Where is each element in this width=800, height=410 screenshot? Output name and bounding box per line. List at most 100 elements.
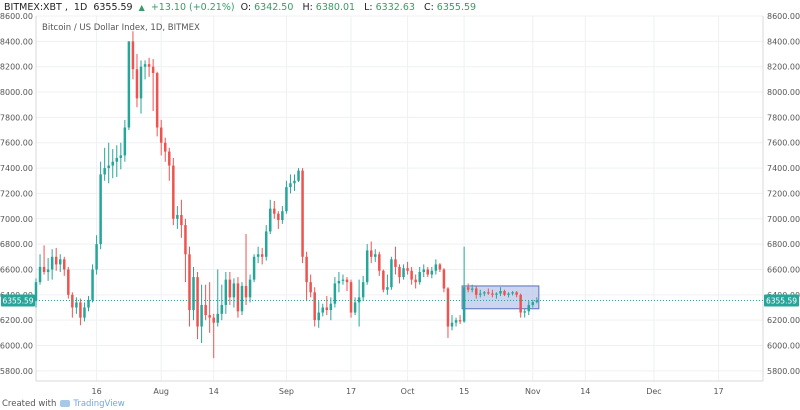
- candle-body-up: [390, 259, 393, 288]
- price-tag-left: [1, 294, 35, 307]
- y-tick-label-left: 7800.00: [0, 113, 33, 122]
- close-label: C: 6355.59: [423, 2, 477, 13]
- candle-body-up: [232, 283, 236, 298]
- candle-body-down: [491, 293, 494, 295]
- candle-body-up: [50, 256, 54, 270]
- candle-body-down: [406, 268, 409, 271]
- y-tick-label-left: 7400.00: [0, 164, 33, 173]
- candle-body-up: [281, 211, 284, 221]
- y-tick-label-right: 7200.00: [767, 189, 800, 198]
- symbol-header: BITMEX:XBT, 1D 6355.59 ▲ +13.10 (+0.21%)…: [0, 0, 800, 16]
- candle-body-down: [442, 269, 446, 289]
- candle-body-up: [119, 155, 123, 158]
- close-value: 6355.59: [436, 2, 477, 13]
- open-label: O: 6342.50: [240, 2, 294, 13]
- candle-body-up: [139, 66, 143, 99]
- y-tick-label-left: 6200.00: [0, 316, 33, 325]
- arrow-up-icon: ▲: [138, 3, 145, 12]
- candle-body-down: [184, 225, 187, 255]
- candle-body-up: [34, 282, 38, 302]
- candle-body-up: [75, 302, 78, 308]
- candle-body-down: [474, 288, 478, 295]
- candle-body-up: [127, 41, 131, 128]
- y-tick-label-left: 6600.00: [0, 265, 33, 274]
- candle-body-down: [503, 291, 506, 295]
- y-tick-label-right: 8200.00: [767, 63, 800, 72]
- y-tick-label-right: 8600.00: [767, 12, 800, 21]
- y-tick-label-right: 7600.00: [767, 139, 800, 148]
- candle-body-down: [196, 277, 199, 327]
- high-value: 6380.01: [315, 2, 356, 13]
- candle-body-down: [458, 320, 462, 322]
- candle-body-down: [414, 279, 417, 283]
- x-tick-label: 15: [459, 387, 469, 396]
- candle-body-up: [337, 280, 341, 284]
- candle-body-up: [386, 287, 389, 290]
- candle-body-down: [378, 254, 381, 271]
- y-tick-label-right: 7000.00: [767, 215, 800, 224]
- candle-body-up: [507, 293, 510, 295]
- candle-body-down: [382, 270, 385, 290]
- candle-body-up: [103, 168, 106, 175]
- candlestick-chart[interactable]: 8600.00 8600.00 8400.00 8400.00 8200.00 8200.…: [0, 0, 800, 400]
- chart-title: Bitcoin / US Dollar Index, 1D, BITMEX: [42, 23, 200, 33]
- candle-body-up: [123, 127, 127, 156]
- x-tick-label: Sep: [279, 387, 294, 396]
- x-tick-label: Nov: [525, 387, 541, 396]
- y-tick-label-right: 6000.00: [767, 342, 800, 351]
- candle-body-up: [402, 268, 405, 278]
- candle-body-down: [309, 282, 312, 293]
- candle-body-up: [357, 297, 361, 303]
- candle-body-up: [107, 165, 110, 169]
- candle-body-up: [220, 304, 224, 314]
- candle-body-up: [430, 270, 434, 275]
- tradingview-logo-icon: [60, 400, 71, 407]
- x-tick-label: 14: [209, 387, 219, 396]
- x-tick-label: 14: [580, 387, 590, 396]
- x-tick-label: 17: [713, 387, 723, 396]
- candle-body-up: [374, 254, 377, 257]
- candle-body-up: [176, 214, 179, 219]
- tradingview-brand[interactable]: TradingView: [73, 399, 125, 409]
- price-tag-right: [764, 294, 799, 307]
- x-tick-label: Aug: [153, 387, 169, 396]
- candle-body-down: [54, 256, 58, 265]
- high-label: H: 6380.01: [302, 2, 356, 13]
- candle-body-down: [466, 287, 470, 290]
- candle-body-down: [204, 304, 207, 316]
- candle-body-up: [38, 266, 42, 283]
- interval-label[interactable]: 1D: [73, 2, 88, 13]
- candle-body-up: [91, 269, 94, 300]
- candle-body-down: [159, 127, 163, 143]
- y-tick-label-right: 7800.00: [767, 113, 800, 122]
- candle-body-up: [200, 304, 203, 327]
- candle-body-down: [398, 266, 401, 278]
- candle-body-up: [341, 279, 345, 281]
- y-tick-label-left: 7000.00: [0, 215, 33, 224]
- candle-body-up: [333, 283, 337, 304]
- candle-body-down: [42, 266, 46, 273]
- candle-body-up: [99, 174, 102, 245]
- price-tag-right-label: 6355.59: [766, 296, 797, 305]
- candle-body-down: [131, 41, 135, 70]
- candle-body-up: [224, 279, 228, 305]
- symbol-name[interactable]: BITMEX:XBT: [4, 2, 62, 13]
- candle-body-up: [511, 292, 514, 294]
- y-tick-label-left: 7600.00: [0, 139, 33, 148]
- candle-body-up: [289, 183, 292, 188]
- candle-body-up: [531, 302, 535, 305]
- candle-body-up: [252, 256, 256, 280]
- y-tick-label-right: 6800.00: [767, 240, 800, 249]
- candle-body-down: [305, 256, 308, 283]
- price-tag-left-label: 6355.59: [2, 296, 33, 305]
- candle-body-up: [523, 311, 526, 313]
- candle-body-up: [365, 250, 369, 283]
- candle-body-up: [192, 277, 195, 311]
- candle-body-up: [143, 64, 147, 67]
- candle-body-down: [172, 165, 175, 219]
- candle-body-up: [285, 187, 288, 212]
- low-value: 6332.63: [375, 2, 415, 13]
- candle-body-down: [345, 279, 349, 283]
- candle-body-up: [95, 244, 98, 270]
- candle-body-down: [244, 285, 248, 298]
